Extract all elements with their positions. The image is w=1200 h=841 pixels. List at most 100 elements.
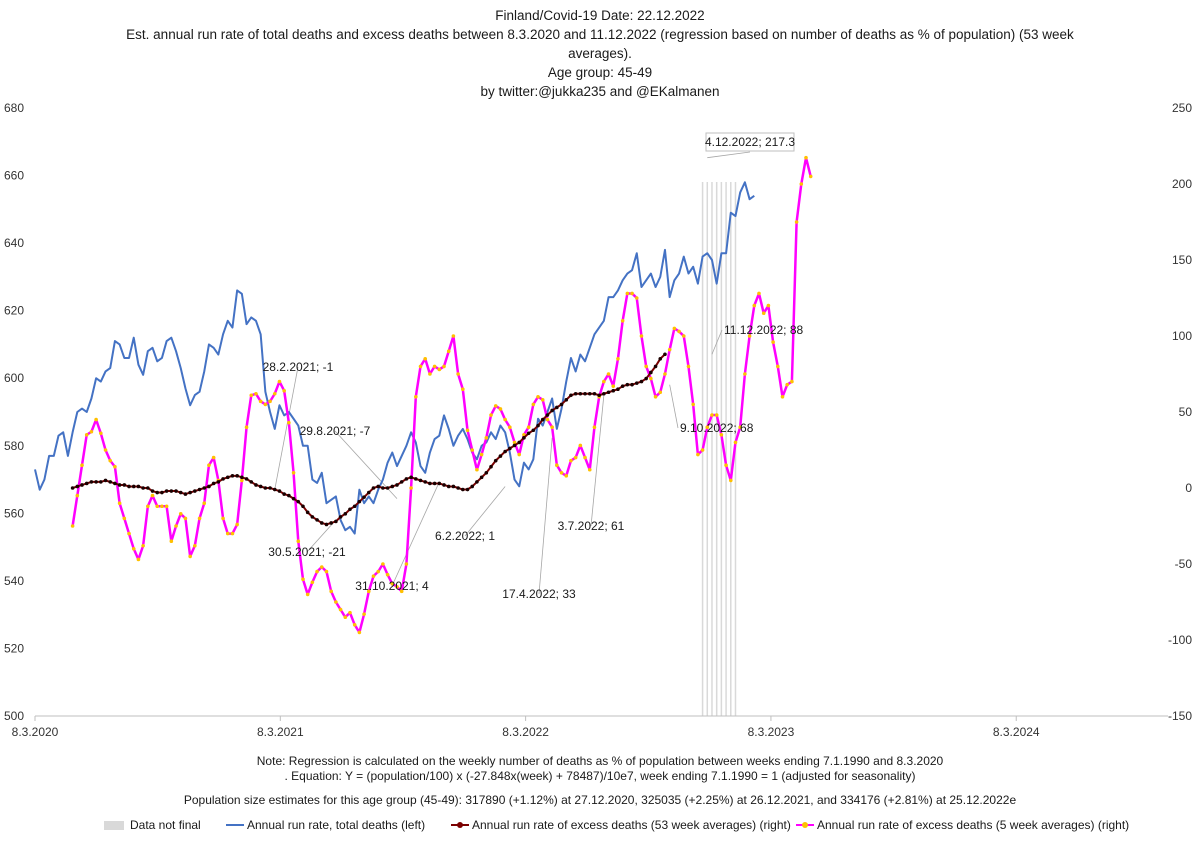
- excess-53wk-point: [414, 477, 418, 481]
- excess-53wk-point: [80, 483, 84, 487]
- excess-53wk-point: [329, 521, 333, 525]
- y-right-tick-label: -150: [1168, 709, 1192, 723]
- excess-5wk-point: [649, 376, 653, 381]
- peak-annotation-label: 4.12.2022; 217.3: [705, 135, 795, 149]
- y-right-tick-label: 0: [1185, 481, 1192, 495]
- series-excess-5wk: [70, 155, 813, 635]
- y-right-tick-label: 200: [1172, 177, 1192, 191]
- excess-5wk-point: [531, 402, 536, 407]
- excess-53wk-point: [84, 481, 89, 486]
- excess-53wk-point: [540, 417, 545, 422]
- y-left-tick-label: 580: [4, 439, 24, 453]
- y-left-tick-label: 560: [4, 506, 24, 520]
- excess-53wk-point: [569, 393, 573, 398]
- excess-53wk-point: [103, 478, 108, 483]
- excess-53wk-point: [94, 480, 98, 484]
- legend-label-total: Annual run rate, total deaths (left): [247, 818, 426, 832]
- excess-5wk-point: [207, 463, 211, 468]
- excess-5wk-point: [475, 467, 479, 472]
- excess-5wk-point: [766, 303, 771, 308]
- excess-53wk-point: [446, 484, 451, 489]
- excess-53wk-point: [512, 443, 517, 448]
- excess-5wk-point: [804, 155, 808, 160]
- excess-53wk-point: [75, 484, 80, 489]
- excess-5wk-point: [644, 364, 648, 369]
- excess-5wk-point: [545, 417, 550, 422]
- excess-5wk-point: [493, 404, 498, 408]
- excess-5wk-point: [310, 580, 315, 585]
- excess-5wk-point: [592, 425, 597, 430]
- excess-53wk-point: [418, 478, 423, 483]
- excess-5wk-point: [409, 486, 413, 490]
- excess-53wk-point: [141, 486, 145, 490]
- excess-5wk-point: [136, 557, 141, 562]
- legend-swatch-excess53: [451, 822, 469, 828]
- excess-5wk-point: [428, 372, 432, 376]
- excess-5wk-point: [221, 516, 225, 521]
- excess-53wk-line: [72, 353, 666, 526]
- excess-5wk-point: [672, 326, 677, 331]
- excess-5wk-point: [70, 524, 75, 528]
- excess-53wk-point: [423, 480, 428, 484]
- excess-5wk-point: [484, 436, 489, 440]
- excess-5wk-point: [127, 531, 131, 536]
- title-line-2: Est. annual run rate of total deaths and…: [126, 27, 1074, 61]
- excess-53wk-point: [526, 431, 531, 436]
- excess-53wk-point: [578, 391, 583, 396]
- excess-53wk-point: [489, 464, 493, 469]
- annotation-label: 9.10.2022; 68: [680, 421, 754, 435]
- excess-53wk-point: [630, 382, 634, 387]
- legend-excess53: Annual run rate of excess deaths (53 wee…: [451, 818, 791, 832]
- excess-5wk-point: [131, 547, 136, 551]
- excess-5wk-point: [75, 493, 80, 498]
- excess-53wk-point: [649, 370, 653, 375]
- excess-5wk-point: [141, 543, 145, 548]
- excess-53wk-point: [183, 492, 188, 496]
- excess-53wk-point: [573, 391, 578, 396]
- excess-53wk-point: [164, 489, 169, 493]
- excess-5wk-point: [197, 516, 202, 521]
- excess-53wk-point: [442, 483, 446, 487]
- excess-53wk-point: [352, 504, 357, 509]
- excess-5wk-point: [117, 501, 122, 506]
- excess-5wk-point: [503, 417, 507, 422]
- y-left-tick-label: 600: [4, 371, 24, 385]
- excess-5wk-point: [489, 413, 493, 417]
- excess-53wk-point: [484, 471, 489, 475]
- excess-53wk-point: [150, 489, 155, 493]
- y-right-tick-label: 50: [1179, 405, 1193, 419]
- excess-5wk-point: [357, 630, 362, 635]
- excess-5wk-point: [508, 425, 512, 430]
- excess-53wk-point: [99, 480, 103, 484]
- excess-53wk-point: [456, 486, 460, 490]
- excess-5wk-point: [602, 379, 606, 384]
- y-left-tick-label: 620: [4, 304, 24, 318]
- excess-53wk-point: [258, 484, 263, 489]
- annotation-leader: [391, 481, 440, 587]
- excess-5wk-point: [202, 501, 207, 506]
- excess-5wk-point: [84, 433, 89, 437]
- excess-5wk-point: [334, 600, 338, 604]
- annotation-leader: [464, 486, 506, 537]
- excess-53wk-point: [395, 483, 399, 487]
- excess-5wk-point: [696, 452, 700, 457]
- excess-5wk-point: [103, 448, 108, 452]
- excess-5wk-point: [700, 448, 705, 452]
- excess-53wk-point: [498, 454, 503, 458]
- annotation-leader: [274, 366, 299, 490]
- excess-53wk-point: [310, 515, 315, 519]
- annotation-leaders: [274, 151, 751, 595]
- excess-5wk-point: [714, 413, 719, 417]
- excess-53wk-point: [197, 487, 202, 492]
- excess-5wk-point: [681, 334, 686, 338]
- annotation-label: 17.4.2022; 33: [502, 587, 576, 601]
- excess-53wk-point: [644, 376, 648, 381]
- excess-53wk-point: [244, 477, 249, 481]
- excess-53wk-point: [291, 496, 296, 501]
- excess-5wk-point: [249, 393, 254, 398]
- excess-5wk-point: [282, 388, 286, 393]
- excess-5wk-point: [785, 382, 789, 387]
- excess-5wk-point: [399, 589, 404, 594]
- excess-53wk-point: [381, 486, 385, 490]
